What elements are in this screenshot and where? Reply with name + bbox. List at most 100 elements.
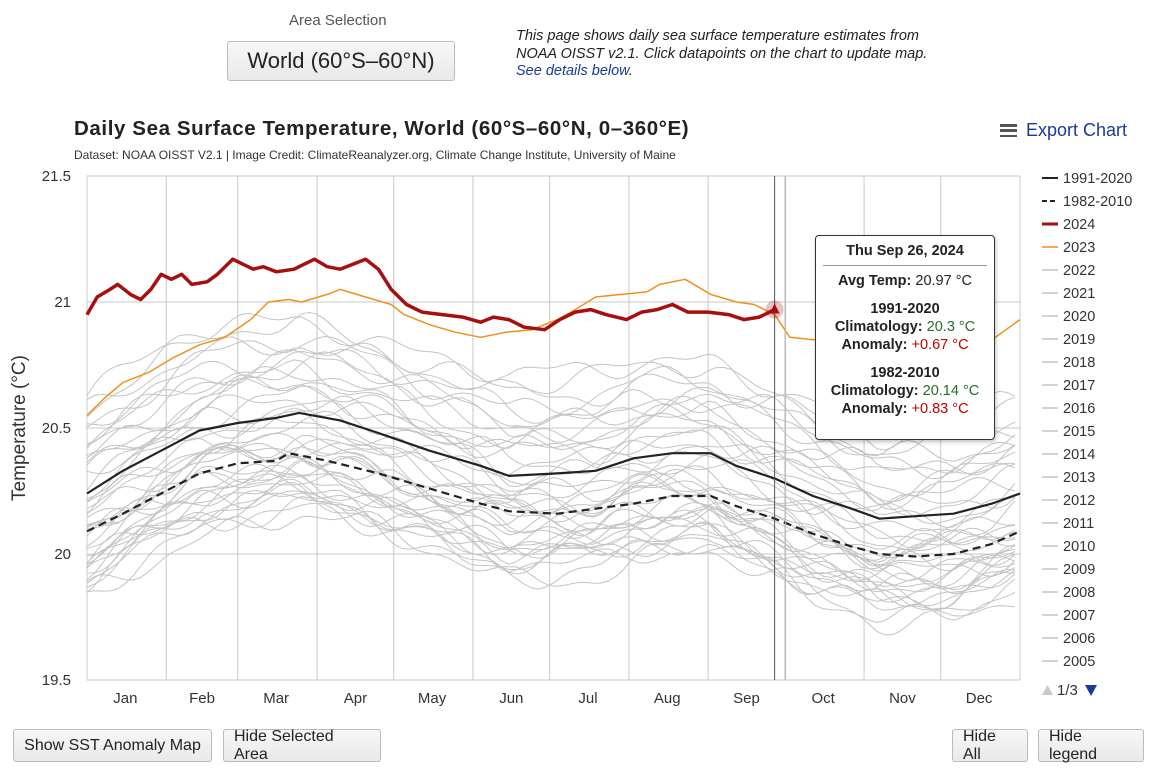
tooltip-clim2-row: Climatology: 20.14 °C: [816, 382, 994, 400]
legend-item-2012[interactable]: 2012: [1063, 493, 1095, 509]
tooltip-clim1-row: Climatology: 20.3 °C: [816, 318, 994, 336]
x-tick-label-dec: Dec: [966, 690, 993, 707]
intro-suffix: .: [628, 63, 633, 79]
tooltip-anom1-value: +0.67 °C: [911, 337, 969, 353]
series-line-1984: [86, 511, 1015, 636]
tooltip-anom2-value: +0.83 °C: [911, 401, 969, 417]
y-tick-label: 20: [54, 546, 71, 563]
legend-item-2017[interactable]: 2017: [1063, 378, 1095, 394]
series-line-1993: [86, 492, 1016, 607]
tooltip-clim2-title: 1982-2010: [870, 365, 940, 381]
legend-next-page-icon[interactable]: [1085, 685, 1097, 696]
x-tick-label-feb: Feb: [189, 690, 215, 707]
x-tick-label-oct: Oct: [812, 690, 836, 707]
intro-text: This page shows daily sea surface temper…: [516, 28, 946, 81]
legend-item-2018[interactable]: 2018: [1063, 355, 1095, 371]
tooltip-clim1-value: 20.3 °C: [926, 319, 976, 335]
hide-legend-button[interactable]: Hide legend: [1038, 728, 1144, 763]
x-tick-label-sep: Sep: [733, 690, 760, 707]
main-series: [85, 257, 1021, 558]
legend-item-2021[interactable]: 2021: [1063, 286, 1095, 302]
legend-item-2023[interactable]: 2023: [1063, 240, 1095, 256]
background-years: [86, 311, 1016, 636]
legend-item-2011[interactable]: 2011: [1063, 516, 1094, 532]
series-line-1995: [86, 445, 1015, 572]
tooltip-clim1-title: 1991-2020: [870, 301, 940, 317]
series-line-1989: [86, 482, 1015, 611]
selected-point-marker: [769, 303, 780, 314]
x-tick-label-jun: Jun: [499, 690, 523, 707]
series-line-1981: [86, 473, 1016, 593]
legend-item-1982-2010[interactable]: 1982-2010: [1063, 194, 1132, 210]
y-tick-label: 21: [54, 294, 71, 311]
tooltip-divider: [823, 265, 987, 266]
series-line-1990: [86, 460, 1016, 595]
series-line-1982-2010: [86, 452, 1021, 558]
y-axis-title: Temperature (°C): [9, 355, 30, 501]
legend-item-2008[interactable]: 2008: [1063, 585, 1095, 601]
chart-legend: 1991-2020 1982-2010 2024 2023 2022 2021 2020 20…: [1042, 171, 1132, 699]
menu-icon: [1000, 124, 1017, 137]
series-line-1982: [86, 478, 1016, 611]
y-tick-label: 19.5: [42, 672, 71, 689]
legend-item-2006[interactable]: 2006: [1063, 631, 1095, 647]
legend-page-indicator: 1/3: [1057, 682, 1078, 699]
legend-item-2005[interactable]: 2005: [1063, 654, 1095, 670]
series-line-2007: [86, 432, 1015, 543]
hide-all-button[interactable]: Hide All: [952, 728, 1028, 763]
series-line-2004: [86, 385, 1016, 517]
legend-item-2013[interactable]: 2013: [1063, 470, 1095, 486]
selection-cursor: [765, 176, 787, 680]
tooltip-clim1-label: Climatology:: [834, 319, 923, 335]
series-line-1998: [86, 351, 1016, 476]
see-details-link[interactable]: See details below: [516, 63, 629, 79]
series-line-1999: [86, 442, 1016, 551]
legend-item-2016[interactable]: 2016: [1063, 401, 1095, 417]
series-line-1983: [86, 495, 1016, 624]
series-line-1996: [86, 472, 1016, 603]
series-line-1991-2020: [86, 411, 1021, 520]
legend-item-2024[interactable]: 2024: [1063, 217, 1095, 233]
x-tick-label-may: May: [418, 690, 447, 707]
tooltip-avg-value: 20.97 °C: [915, 273, 972, 289]
tooltip-avg-row: Avg Temp: 20.97 °C: [816, 272, 994, 290]
legend-item-2009[interactable]: 2009: [1063, 562, 1095, 578]
series-line-2017: [86, 335, 1016, 456]
legend-item-2014[interactable]: 2014: [1063, 447, 1095, 463]
x-tick-label-jul: Jul: [578, 690, 597, 707]
legend-prev-page-icon: [1042, 685, 1053, 695]
chart-title: Daily Sea Surface Temperature, World (60…: [74, 117, 690, 140]
area-selection-label: Area Selection: [289, 12, 387, 29]
y-tick-label: 21.5: [42, 168, 71, 185]
series-line-2010: [86, 374, 1015, 503]
legend-item-2022[interactable]: 2022: [1063, 263, 1095, 279]
legend-item-2015[interactable]: 2015: [1063, 424, 1095, 440]
legend-item-2007[interactable]: 2007: [1063, 608, 1095, 624]
series-line-2003: [86, 378, 1016, 511]
series-line-2018: [86, 366, 1016, 497]
series-line-2024: [85, 257, 776, 332]
tooltip-clim2-value: 20.14 °C: [922, 383, 980, 399]
chart-axes: 19.5 20 20.5 21 21.5 Jan Feb Mar Apr May Jun Jul Aug…: [9, 168, 993, 707]
export-chart-button[interactable]: Export Chart: [1000, 120, 1127, 141]
legend-item-2019[interactable]: 2019: [1063, 332, 1095, 348]
show-sst-anomaly-map-button[interactable]: Show SST Anomaly Map: [13, 729, 212, 762]
series-line-2015: [86, 359, 1016, 474]
area-selection-button[interactable]: World (60°S–60°N): [227, 41, 455, 81]
tooltip-anom1-row: Anomaly: +0.67 °C: [816, 336, 994, 354]
series-line-1988: [86, 447, 1015, 567]
x-tick-label-apr: Apr: [344, 690, 367, 707]
hide-selected-area-button[interactable]: Hide Selected Area: [223, 728, 381, 763]
x-tick-label-jan: Jan: [113, 690, 137, 707]
series-line-1987: [86, 470, 1016, 581]
chart-subtitle: Dataset: NOAA OISST V2.1 | Image Credit:…: [74, 148, 676, 162]
tooltip-avg-label: Avg Temp:: [838, 273, 912, 289]
legend-item-2010[interactable]: 2010: [1063, 539, 1095, 555]
x-tick-label-nov: Nov: [889, 690, 916, 707]
series-line-1985: [86, 489, 1015, 608]
legend-item-1991-2020[interactable]: 1991-2020: [1063, 171, 1132, 187]
legend-item-2020[interactable]: 2020: [1063, 309, 1095, 325]
tooltip-anom2-label: Anomaly:: [841, 401, 908, 417]
x-tick-label-aug: Aug: [654, 690, 681, 707]
tooltip-anom1-label: Anomaly:: [841, 337, 908, 353]
